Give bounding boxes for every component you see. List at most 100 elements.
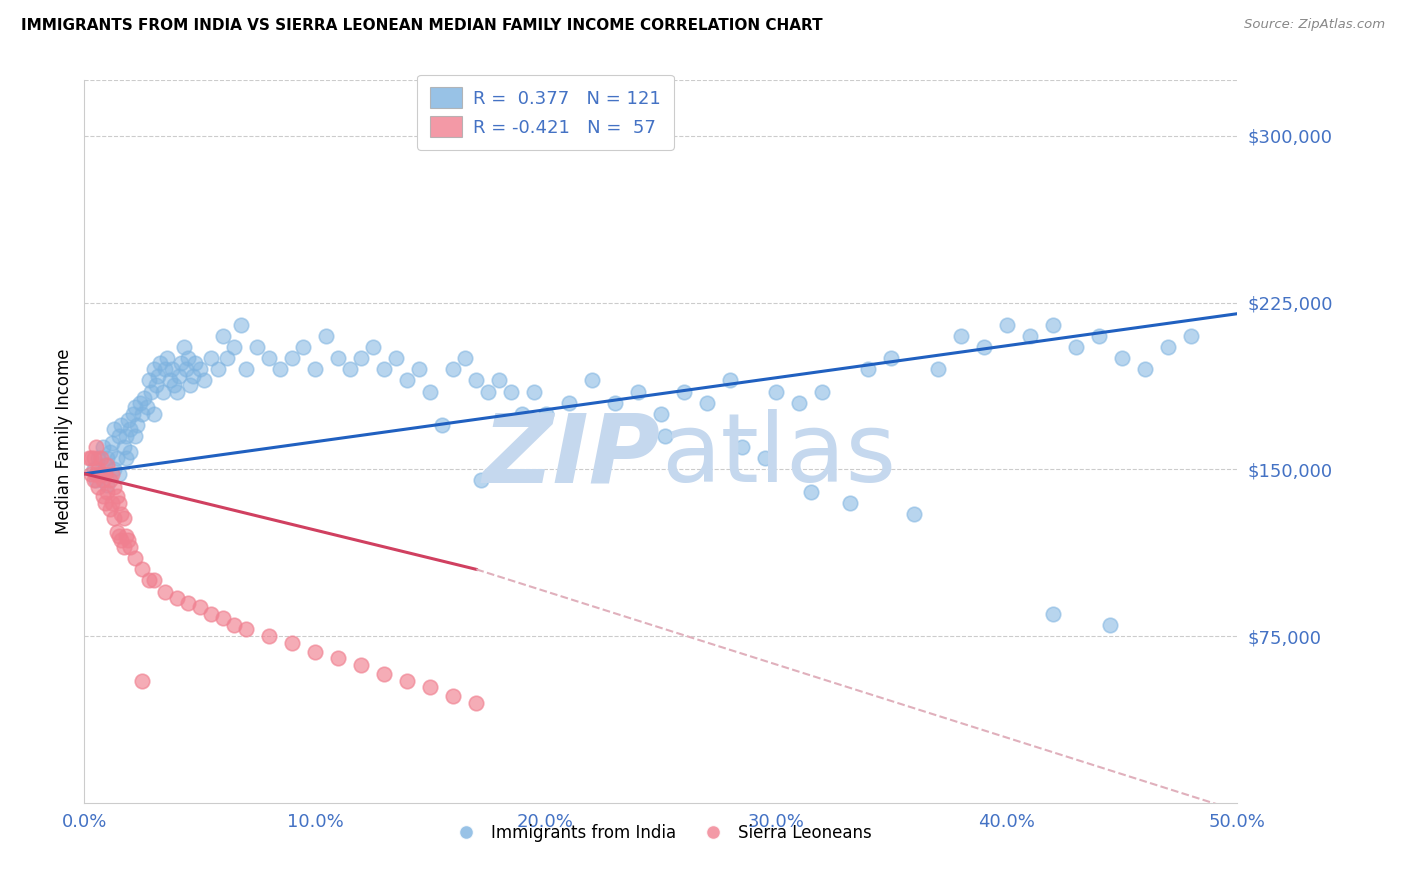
Point [304, 645, 326, 659]
Point [124, 429, 146, 443]
Point [145, 377, 167, 392]
Point [672, 384, 695, 399]
Point [181, 368, 204, 383]
Point [170, 356, 193, 370]
Point [193, 373, 215, 387]
Point [281, 351, 304, 366]
Point [396, 673, 419, 688]
Point [89, 467, 111, 481]
Point [91, 440, 114, 454]
Point [108, 529, 131, 543]
Point [166, 591, 188, 606]
Point [105, 489, 128, 503]
Point [257, 351, 280, 366]
Point [89, 467, 111, 481]
Point [173, 340, 195, 354]
Point [534, 407, 557, 421]
Point [167, 368, 190, 383]
Point [269, 362, 291, 376]
Point [138, 574, 160, 588]
Point [224, 618, 246, 632]
Point [1042, 318, 1064, 332]
Point [1180, 329, 1202, 343]
Point [603, 395, 626, 409]
Point [730, 440, 752, 454]
Point [94, 467, 117, 481]
Point [1042, 607, 1064, 621]
Point [153, 362, 176, 376]
Point [408, 362, 430, 376]
Point [131, 562, 153, 576]
Point [373, 362, 395, 376]
Point [83, 462, 105, 476]
Point [91, 474, 114, 488]
Point [84, 440, 107, 454]
Point [98, 474, 121, 488]
Point [94, 458, 117, 472]
Point [153, 584, 176, 599]
Point [200, 607, 222, 621]
Point [627, 384, 650, 399]
Point [200, 351, 222, 366]
Point [120, 422, 142, 436]
Text: ZIP: ZIP [482, 409, 661, 502]
Point [108, 429, 131, 443]
Point [350, 657, 373, 672]
Point [98, 502, 121, 516]
Point [419, 384, 441, 399]
Point [112, 540, 135, 554]
Point [430, 417, 453, 432]
Y-axis label: Median Family Income: Median Family Income [55, 349, 73, 534]
Point [96, 478, 118, 492]
Point [949, 329, 972, 343]
Point [470, 474, 492, 488]
Point [1018, 329, 1040, 343]
Point [96, 484, 118, 499]
Point [396, 373, 419, 387]
Point [156, 351, 179, 366]
Point [142, 362, 165, 376]
Point [166, 384, 188, 399]
Point [110, 507, 132, 521]
Point [112, 440, 135, 454]
Point [128, 395, 150, 409]
Point [77, 451, 100, 466]
Point [131, 673, 153, 688]
Point [103, 462, 125, 476]
Point [1088, 329, 1111, 343]
Point [108, 496, 131, 510]
Point [87, 462, 110, 476]
Legend: Immigrants from India, Sierra Leoneans: Immigrants from India, Sierra Leoneans [443, 817, 879, 848]
Point [292, 340, 315, 354]
Point [96, 451, 118, 466]
Point [696, 395, 718, 409]
Point [1064, 340, 1087, 354]
Point [384, 351, 406, 366]
Text: Source: ZipAtlas.com: Source: ZipAtlas.com [1244, 18, 1385, 31]
Point [110, 417, 132, 432]
Point [217, 351, 239, 366]
Point [465, 696, 488, 710]
Point [858, 362, 880, 376]
Point [131, 407, 153, 421]
Point [339, 362, 361, 376]
Point [231, 318, 253, 332]
Point [101, 435, 124, 450]
Point [361, 340, 384, 354]
Point [120, 540, 142, 554]
Point [512, 407, 534, 421]
Point [174, 362, 197, 376]
Point [654, 429, 676, 443]
Point [650, 407, 672, 421]
Point [488, 373, 510, 387]
Point [326, 651, 349, 665]
Point [995, 318, 1018, 332]
Point [115, 529, 138, 543]
Point [1111, 351, 1133, 366]
Point [207, 362, 229, 376]
Point [117, 413, 139, 427]
Point [115, 429, 138, 443]
Point [787, 395, 810, 409]
Point [159, 373, 181, 387]
Point [96, 458, 118, 472]
